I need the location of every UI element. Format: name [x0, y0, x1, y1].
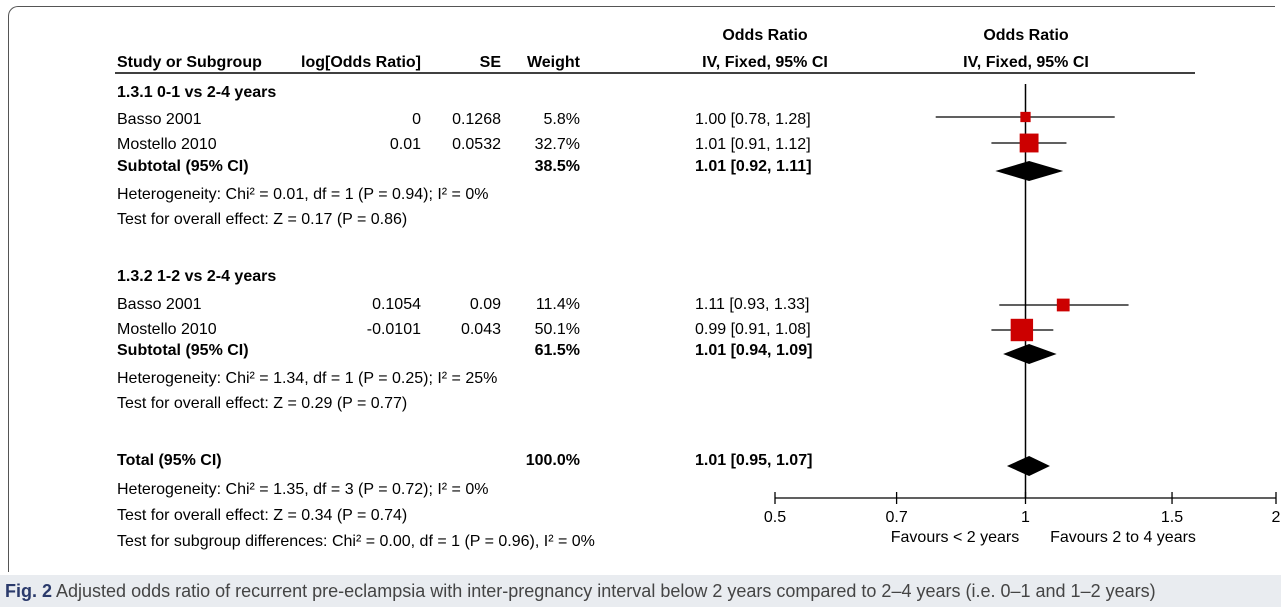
- study-se: 0.043: [461, 321, 501, 338]
- subtotal-label: Subtotal (95% CI): [117, 342, 249, 359]
- study-name: Mostello 2010: [117, 321, 217, 338]
- x-tick-label: 1: [1021, 509, 1030, 526]
- caption-bar: [0, 575, 1281, 607]
- study-name: Basso 2001: [117, 111, 202, 128]
- summary-diamond: [1006, 456, 1050, 476]
- study-ci: 1.01 [0.91, 1.12]: [695, 136, 811, 153]
- plot-header-bottom: IV, Fixed, 95% CI: [963, 54, 1089, 71]
- forest-marks: 0.5 0.7 1 1.5 2 Favours < 2 years Favours 2 to…: [764, 84, 1281, 546]
- or-header-top: Odds Ratio: [722, 27, 808, 44]
- overall-effect-text: Test for overall effect: Z = 0.29 (P = 0…: [117, 395, 407, 412]
- subtotal-label: Subtotal (95% CI): [117, 158, 249, 175]
- heterogeneity-text: Heterogeneity: Chi² = 1.35, df = 3 (P = …: [117, 481, 488, 498]
- caption-text: Adjusted odds ratio of recurrent pre-ecl…: [52, 581, 1156, 601]
- subtotal-ci: 1.01 [0.92, 1.11]: [695, 158, 812, 175]
- study-se: 0.1268: [452, 111, 501, 128]
- heterogeneity-text: Heterogeneity: Chi² = 0.01, df = 1 (P = …: [117, 186, 488, 203]
- se-column-header: SE: [480, 54, 502, 71]
- subtotal-weight: 38.5%: [535, 158, 580, 175]
- study-marker: [1010, 318, 1034, 342]
- study-ci: 0.99 [0.91, 1.08]: [695, 321, 811, 338]
- figure-label: Fig. 2: [5, 581, 53, 601]
- group-title: 1.3.2 1-2 vs 2-4 years: [117, 268, 276, 285]
- study-marker: [1019, 133, 1039, 153]
- overall-effect-text: Test for overall effect: Z = 0.34 (P = 0…: [117, 507, 407, 524]
- study-name: Mostello 2010: [117, 136, 217, 153]
- logor-column-header: log[Odds Ratio]: [301, 54, 421, 71]
- summary-diamond: [1003, 344, 1057, 364]
- study-ci: 1.11 [0.93, 1.33]: [695, 296, 809, 313]
- subtotal-weight: 61.5%: [535, 342, 580, 359]
- subgroup-differences-text: Test for subgroup differences: Chi² = 0.…: [117, 533, 595, 550]
- study-se: 0.09: [470, 296, 501, 313]
- subtotal-ci: 1.01 [0.94, 1.09]: [695, 342, 812, 359]
- study-weight: 32.7%: [535, 136, 580, 153]
- weight-column-header: Weight: [527, 54, 581, 71]
- total-ci: 1.01 [0.95, 1.07]: [695, 452, 812, 469]
- study-logor: 0.01: [390, 136, 421, 153]
- plot-header-top: Odds Ratio: [983, 27, 1069, 44]
- study-ci: 1.00 [0.78, 1.28]: [695, 111, 811, 128]
- study-se: 0.0532: [452, 136, 501, 153]
- group-title: 1.3.1 0-1 vs 2-4 years: [117, 84, 276, 101]
- summary-diamond: [995, 161, 1064, 181]
- forest-plot: Odds Ratio Odds Ratio Study or Subgroup …: [115, 27, 1281, 550]
- total-weight: 100.0%: [526, 452, 580, 469]
- study-logor: 0: [412, 111, 421, 128]
- overall-effect-text: Test for overall effect: Z = 0.17 (P = 0…: [117, 211, 407, 228]
- heterogeneity-text: Heterogeneity: Chi² = 1.34, df = 1 (P = …: [117, 370, 497, 387]
- study-weight: 50.1%: [535, 321, 580, 338]
- x-tick-label: 0.7: [885, 509, 907, 526]
- favours-left-label: Favours < 2 years: [891, 529, 1020, 546]
- study-weight: 5.8%: [544, 111, 580, 128]
- total-label: Total (95% CI): [117, 452, 222, 469]
- favours-right-label: Favours 2 to 4 years: [1050, 529, 1196, 546]
- study-column-header: Study or Subgroup: [117, 54, 262, 71]
- figure-caption: Fig. 2 Adjusted odds ratio of recurrent …: [5, 581, 1277, 602]
- study-marker: [1056, 298, 1070, 312]
- study-marker: [1020, 111, 1031, 123]
- study-logor: -0.0101: [367, 321, 421, 338]
- study-logor: 0.1054: [372, 296, 421, 313]
- x-tick-label: 1.5: [1161, 509, 1183, 526]
- x-tick-label: 2: [1272, 509, 1281, 526]
- study-name: Basso 2001: [117, 296, 202, 313]
- study-weight: 11.4%: [536, 296, 580, 313]
- x-tick-label: 0.5: [764, 509, 786, 526]
- or-header-bottom: IV, Fixed, 95% CI: [702, 54, 828, 71]
- figure-frame: [8, 6, 1275, 572]
